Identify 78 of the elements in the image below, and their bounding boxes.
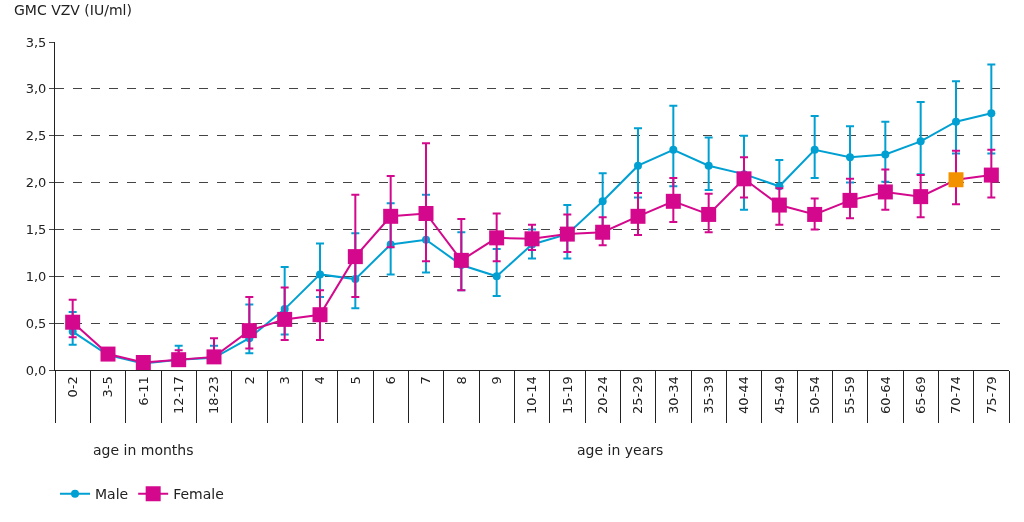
text: age in months xyxy=(93,442,194,458)
point xyxy=(771,197,787,213)
point xyxy=(952,117,960,126)
y-tick-label: 2,5 xyxy=(25,128,47,144)
point xyxy=(948,172,964,188)
x-tick-label: 15-19 xyxy=(559,376,575,414)
point xyxy=(277,311,293,327)
point xyxy=(669,145,678,154)
x-tick-label: 25-29 xyxy=(630,376,646,414)
y-tick-label: 0,0 xyxy=(25,362,47,378)
point xyxy=(987,109,996,118)
point xyxy=(65,314,81,330)
point xyxy=(983,167,999,183)
x-tick-label: 65-69 xyxy=(912,376,928,414)
x-tick-label: 20-24 xyxy=(594,376,610,414)
point xyxy=(598,197,607,206)
point xyxy=(347,249,363,265)
point xyxy=(241,323,257,339)
point xyxy=(913,189,929,205)
point xyxy=(418,206,434,221)
x-tick-label: 3-5 xyxy=(100,376,116,398)
x-tick-label: 35-39 xyxy=(700,376,716,414)
x-tick-label: 50-54 xyxy=(806,376,822,414)
x-tick-label: 18-23 xyxy=(206,376,222,414)
text: age in years xyxy=(577,442,664,458)
point xyxy=(559,226,575,242)
y-axis-title: GMC VZV (IU/ml) xyxy=(14,2,132,18)
y-tick-label: 1,5 xyxy=(25,221,47,237)
point xyxy=(807,206,823,222)
x-tick-label: 45-49 xyxy=(771,376,787,414)
legend-label: Male xyxy=(95,486,129,503)
x-tick-label: 12-17 xyxy=(170,376,186,414)
point xyxy=(630,208,646,224)
point xyxy=(701,206,717,222)
x-tick-label: 70-74 xyxy=(948,376,964,414)
point xyxy=(916,137,925,146)
x-tick-label: 3 xyxy=(276,376,292,385)
x-tick-label: 60-64 xyxy=(877,376,893,414)
point xyxy=(736,171,752,187)
point xyxy=(135,355,151,370)
point xyxy=(316,270,324,279)
y-tick-label: 1,0 xyxy=(25,268,47,284)
y-tick-label: 3,5 xyxy=(25,34,47,50)
x-tick-label: 10-14 xyxy=(524,376,540,414)
x-tick-label: 40-44 xyxy=(736,376,752,414)
point xyxy=(453,252,469,268)
point xyxy=(492,272,501,281)
point xyxy=(704,161,713,170)
point xyxy=(842,192,858,208)
point xyxy=(524,231,540,247)
y-tick-label: 2,0 xyxy=(25,175,47,191)
point xyxy=(100,346,116,362)
x-tick-label: 75-79 xyxy=(983,376,999,414)
x-tick-label: 8 xyxy=(453,376,469,385)
point xyxy=(171,352,187,368)
y-tick-label: 0,5 xyxy=(25,315,47,331)
point xyxy=(383,208,399,224)
legend-label: Female xyxy=(173,486,224,503)
point xyxy=(846,153,854,162)
x-tick-label: 6 xyxy=(382,376,398,385)
point xyxy=(595,224,611,240)
x-tick-label: 9 xyxy=(488,376,504,385)
point xyxy=(634,161,642,170)
x-tick-label: 55-59 xyxy=(842,376,858,414)
x-tick-label: 30-34 xyxy=(665,376,681,414)
x-tick-label: 2 xyxy=(241,376,257,385)
y-tick-label: 3,0 xyxy=(25,81,47,97)
x-tick-label: 6-11 xyxy=(135,376,151,406)
point xyxy=(877,184,893,200)
x-tick-label: 7 xyxy=(418,376,434,385)
x-tick-label: 0-2 xyxy=(64,376,80,398)
point xyxy=(312,307,328,323)
point xyxy=(810,145,819,154)
point xyxy=(665,193,681,209)
point xyxy=(489,230,505,246)
x-tick-label: 4 xyxy=(312,376,328,385)
x-tick-label: 5 xyxy=(347,376,363,385)
point xyxy=(881,150,890,159)
